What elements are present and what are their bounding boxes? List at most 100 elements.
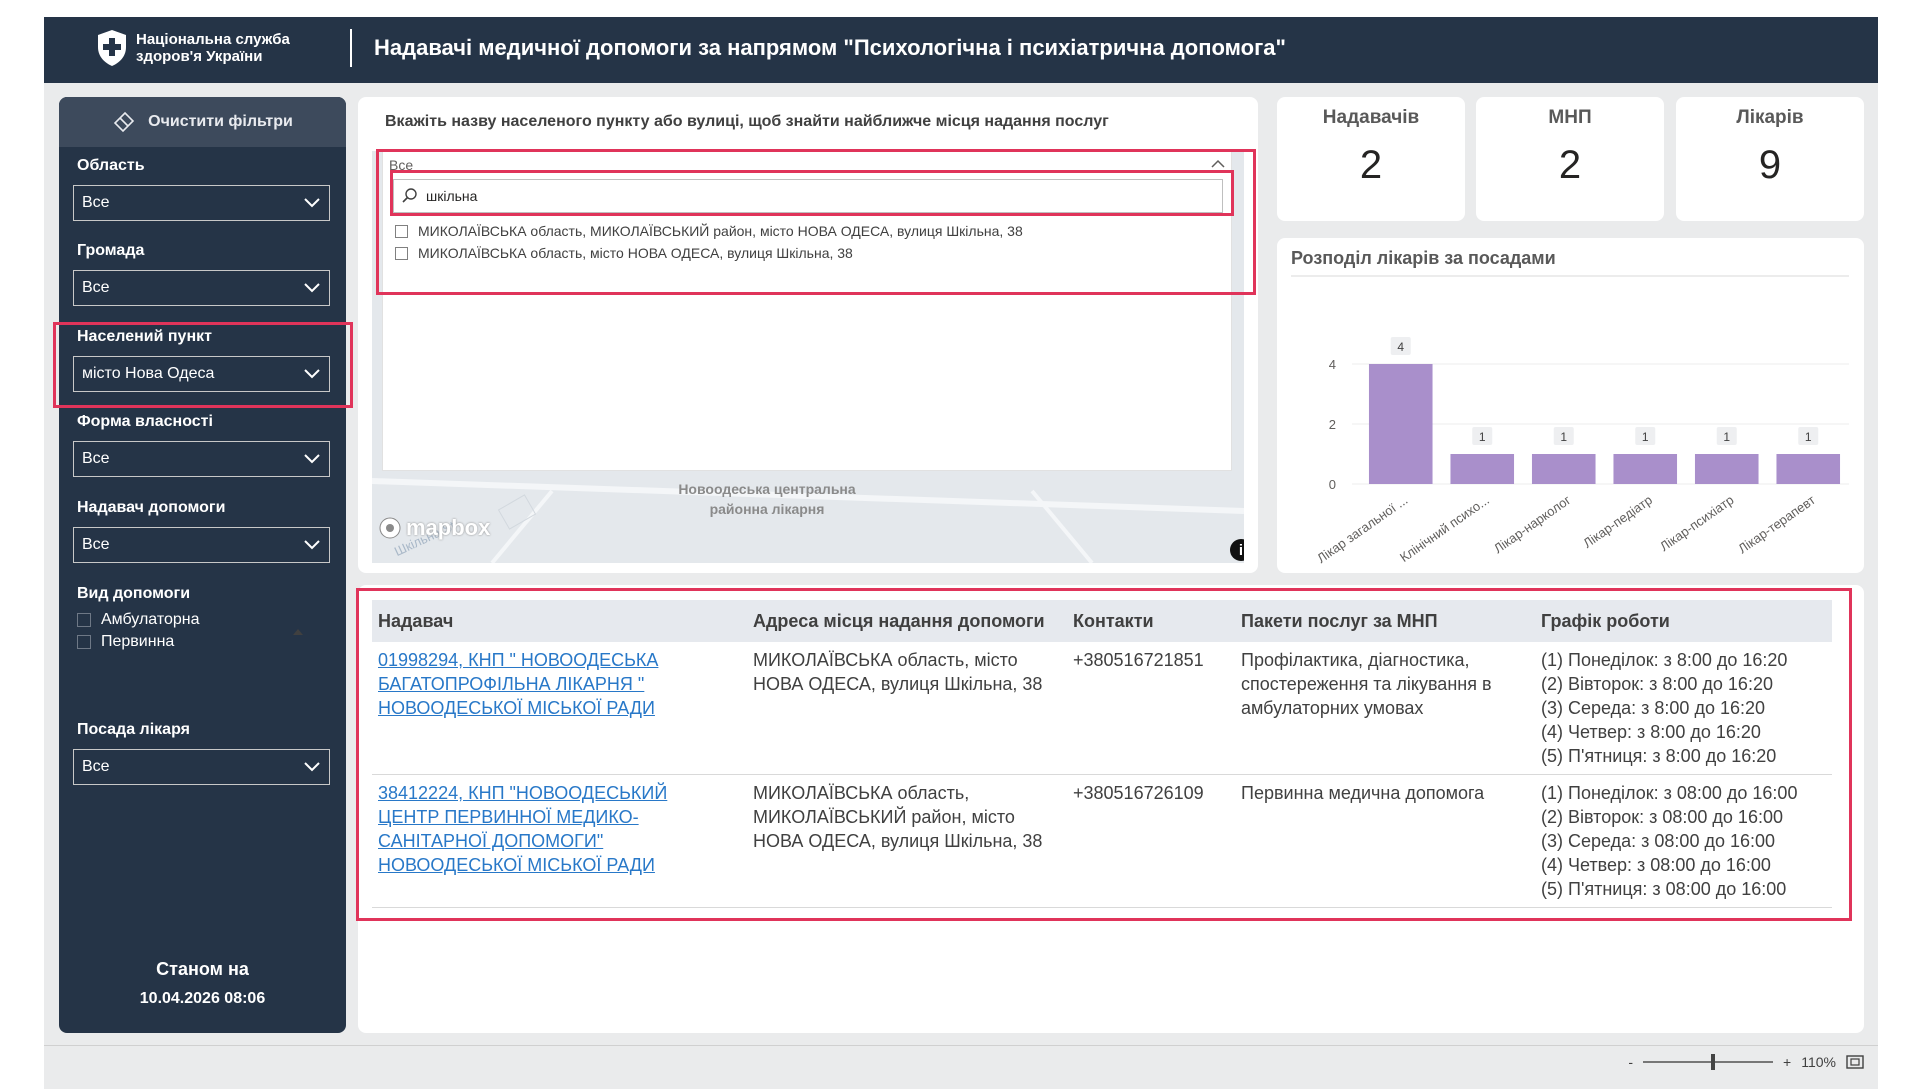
schedule-cell: (1) Понеділок: з 8:00 до 16:20 (2) Вівто… [1535, 642, 1832, 775]
chevron-up-icon[interactable] [1211, 159, 1225, 168]
data-label: 1 [1805, 430, 1812, 444]
doctors-by-position-chart: Розподіл лікарів за посадами 0 2 4 4 Лікар з… [1277, 238, 1864, 573]
info-icon[interactable]: i [1230, 539, 1244, 561]
provider-line: НОВООДЕСЬКОЇ МІСЬКОЇ РАДИ [378, 855, 655, 875]
contact-cell: +380516721851 [1067, 642, 1235, 775]
header-divider [350, 29, 352, 67]
schedule-line: (1) Понеділок: з 8:00 до 16:20 [1541, 650, 1788, 670]
column-header-contacts[interactable]: Контакти [1067, 600, 1235, 642]
provider-line: 38412224, КНП "НОВООДЕСЬКИЙ [378, 783, 668, 803]
provider-link[interactable]: 38412224, КНП "НОВООДЕСЬКИЙ ЦЕНТР ПЕРВИН… [378, 783, 667, 875]
status-bar: - + 110% [44, 1045, 1878, 1080]
filter-label-care-type: Вид допомоги [77, 585, 191, 602]
packages-line: спостереження та лікування в [1241, 674, 1492, 694]
map-place-label: Новоодеська центральна районна лікарня [602, 479, 932, 519]
chevron-down-icon [304, 283, 320, 293]
doctor-position-value: Все [82, 758, 110, 775]
clear-filters-button[interactable]: Очистити фільтри [59, 97, 346, 147]
y-tick-label: 0 [1329, 477, 1336, 492]
zoom-control: - + 110% [1628, 1054, 1864, 1070]
address-slicer[interactable]: Все шкільна МИКОЛАЇВСЬКА область, МИКОЛА… [382, 151, 1232, 471]
filter-label-provider: Надавач допомоги [77, 499, 226, 516]
zoom-slider-thumb[interactable] [1711, 1054, 1716, 1070]
slicer-header[interactable]: Все [383, 151, 1233, 177]
address-line: МИКОЛАЇВСЬКА область, місто [753, 650, 1018, 670]
zoom-slider[interactable] [1643, 1054, 1774, 1070]
ownership-dropdown[interactable]: Все [73, 441, 330, 477]
data-label-bg [1716, 427, 1737, 445]
doctor-position-dropdown[interactable]: Все [73, 749, 330, 785]
x-tick-label: Лікар-терапевт [1735, 492, 1818, 556]
packages-cell: Первинна медична допомога [1235, 774, 1535, 908]
filter-label-region: Область [77, 157, 145, 174]
kpi-label: Надавачів [1322, 107, 1420, 128]
schedule-cell: (1) Понеділок: з 08:00 до 16:00 (2) Вівт… [1535, 774, 1832, 908]
eraser-icon [113, 111, 135, 133]
org-line-1: Національна служба [136, 31, 290, 48]
slicer-option[interactable]: МИКОЛАЇВСЬКА область, МИКОЛАЇВСЬКИЙ райо… [395, 223, 1023, 239]
y-tick-label: 4 [1329, 357, 1336, 372]
zoom-out-button[interactable]: - [1628, 1054, 1634, 1070]
provider-link[interactable]: 01998294, КНП " НОВООДЕСЬКА БАГАТОПРОФІЛ… [378, 650, 658, 718]
filter-label-ownership: Форма власності [77, 413, 213, 430]
column-header-provider[interactable]: Надавач [293, 600, 747, 642]
slicer-option-label: МИКОЛАЇВСЬКА область, місто НОВА ОДЕСА, … [418, 245, 853, 261]
x-tick-label: Лікар-психіатр [1657, 492, 1736, 554]
schedule-line: (2) Вівторок: з 08:00 до 16:00 [1541, 807, 1783, 827]
slicer-search-box[interactable]: шкільна [393, 179, 1223, 213]
kpi-card-providers: Надавачів 2 [1277, 97, 1465, 221]
map-view[interactable]: Все шкільна МИКОЛАЇВСЬКА область, МИКОЛА… [372, 151, 1244, 563]
column-header-label: Надавач [378, 610, 454, 631]
settlement-value: місто Нова Одеса [82, 365, 215, 382]
zoom-in-button[interactable]: + [1783, 1054, 1792, 1070]
slicer-option[interactable]: МИКОЛАЇВСЬКА область, місто НОВА ОДЕСА, … [395, 245, 853, 261]
data-label-bg [1798, 427, 1819, 445]
schedule-line: (5) П'ятниця: з 8:00 до 16:20 [1541, 746, 1777, 766]
checkbox-box [77, 613, 91, 627]
column-header-address[interactable]: Адреса місця надання допомоги [747, 600, 1067, 642]
fit-to-page-icon[interactable] [1846, 1055, 1864, 1069]
mapbox-logo: mapbox [378, 515, 490, 541]
checkbox-box [77, 635, 91, 649]
address-line: НОВА ОДЕСА, вулиця Шкільна, 38 [753, 831, 1043, 851]
provider-value: Все [82, 536, 110, 553]
data-label-bg [1635, 427, 1656, 445]
settlement-dropdown[interactable]: місто Нова Одеса [73, 356, 330, 392]
slicer-option-label: МИКОЛАЇВСЬКА область, МИКОЛАЇВСЬКИЙ райо… [418, 223, 1023, 239]
checkbox-box [395, 224, 408, 238]
clear-filters-label: Очистити фільтри [148, 113, 293, 130]
region-value: Все [82, 194, 110, 211]
kpi-value: 9 [1758, 143, 1782, 187]
care-type-ambulatory-checkbox[interactable]: Амбулаторна [77, 611, 200, 629]
map-roads [372, 478, 1244, 563]
care-type-primary-label: Первинна [101, 633, 175, 650]
slicer-highlight [376, 149, 1256, 295]
schedule-line: (4) Четвер: з 08:00 до 16:00 [1541, 855, 1771, 875]
y-tick-label: 2 [1329, 417, 1336, 432]
care-type-primary-checkbox[interactable]: Первинна [77, 633, 174, 651]
kpi-label: Лікарів [1736, 107, 1804, 128]
kpi-card-mnp: МНП 2 [1476, 97, 1664, 221]
provider-dropdown[interactable]: Все [73, 527, 330, 563]
data-label-bg [1472, 427, 1493, 445]
bar [1613, 454, 1678, 484]
chevron-down-icon [304, 540, 320, 550]
schedule-line: (4) Четвер: з 8:00 до 16:20 [1541, 722, 1761, 742]
kpi-card-doctors: Лікарів 9 [1676, 97, 1864, 221]
data-label: 1 [1479, 430, 1486, 444]
community-value: Все [82, 279, 110, 296]
data-label-bg [1553, 427, 1574, 445]
region-dropdown[interactable]: Все [73, 185, 330, 221]
column-header-packages[interactable]: Пакети послуг за МНП [1235, 600, 1535, 642]
slicer-search-input[interactable]: шкільна [426, 188, 478, 204]
community-dropdown[interactable]: Все [73, 270, 330, 306]
sort-asc-icon [293, 628, 304, 635]
filter-label-settlement: Населений пункт [77, 328, 212, 345]
address-line: МИКОЛАЇВСЬКИЙ район, місто [753, 807, 1015, 827]
care-type-ambulatory-label: Амбулаторна [101, 611, 200, 628]
column-header-schedule[interactable]: Графік роботи [1535, 600, 1832, 642]
packages-line: Профілактика, діагностика, [1241, 650, 1470, 670]
schedule-line: (3) Середа: з 8:00 до 16:20 [1541, 698, 1765, 718]
bar-chart: 0 2 4 4 Лікар загальної ... 1 Клінічний психо.… [1291, 275, 1849, 566]
data-label-bg [1390, 337, 1411, 355]
